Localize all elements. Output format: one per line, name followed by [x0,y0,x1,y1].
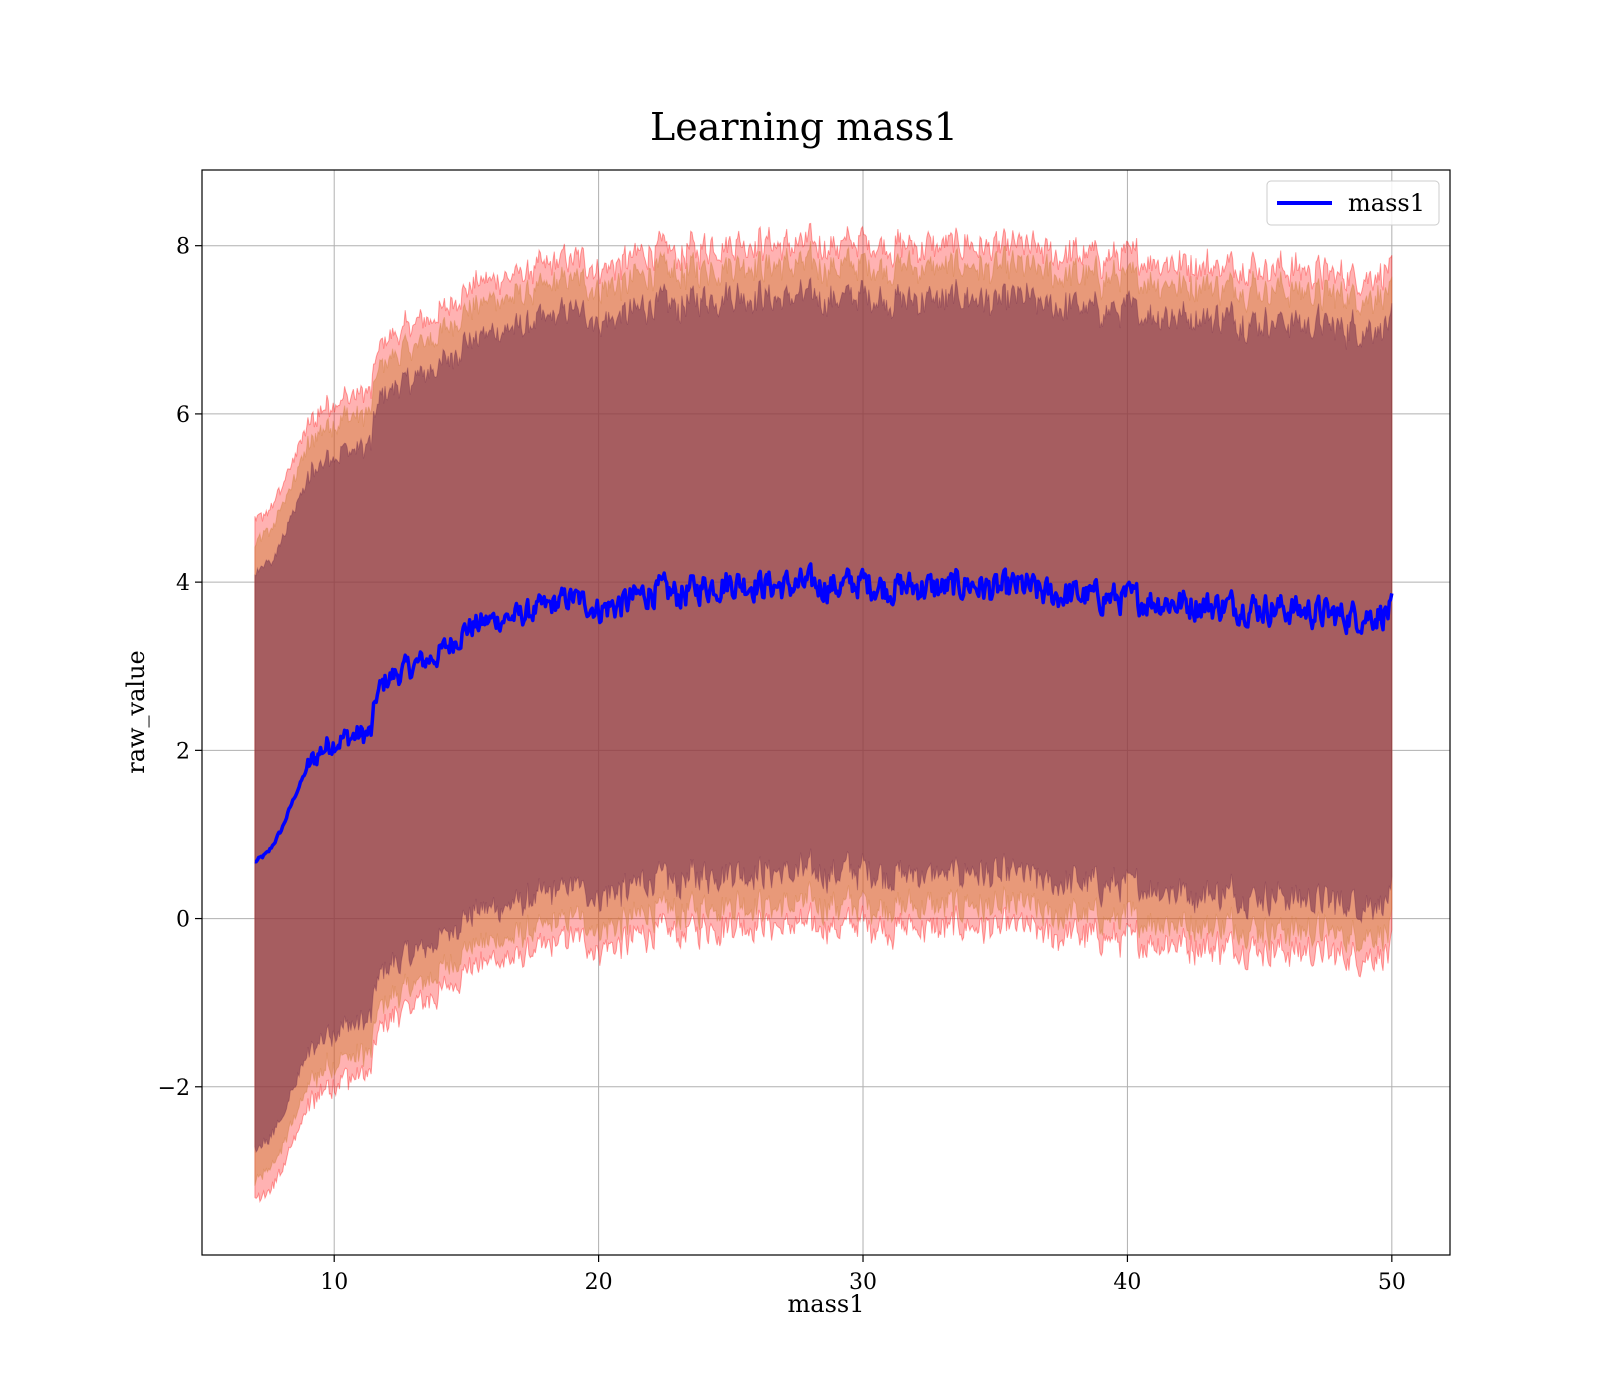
x-tick-label: 20 [585,1270,613,1295]
y-tick-label: 8 [176,235,190,260]
confidence-bands [254,222,1393,1204]
y-tick-label: 2 [176,739,190,764]
series-lines [254,562,1394,864]
y-tick-label: 4 [176,571,190,596]
x-axis-label: mass1 [788,1290,865,1318]
x-tick-label: 40 [1113,1270,1141,1295]
series-line-mass1 [254,562,1394,864]
y-tick-label: 6 [176,403,190,428]
x-tick-label: 10 [320,1270,348,1295]
y-tick-label: 0 [176,908,190,933]
x-tick-label: 30 [849,1270,877,1295]
x-axis-ticks: 10 20 30 40 50 [320,1255,1406,1295]
y-axis-label: raw_value [122,650,150,774]
y-axis-ticks: −2 0 2 4 6 8 [158,235,202,1101]
chart-title: Learning mass1 [650,105,958,149]
legend: mass1 [1266,180,1440,226]
legend-label-mass1: mass1 [1348,189,1425,217]
legend-box [1266,180,1440,226]
band-inner [254,276,1393,1154]
x-tick-label: 50 [1378,1270,1406,1295]
y-tick-label: −2 [158,1076,190,1101]
plot-frame [201,169,1451,1256]
